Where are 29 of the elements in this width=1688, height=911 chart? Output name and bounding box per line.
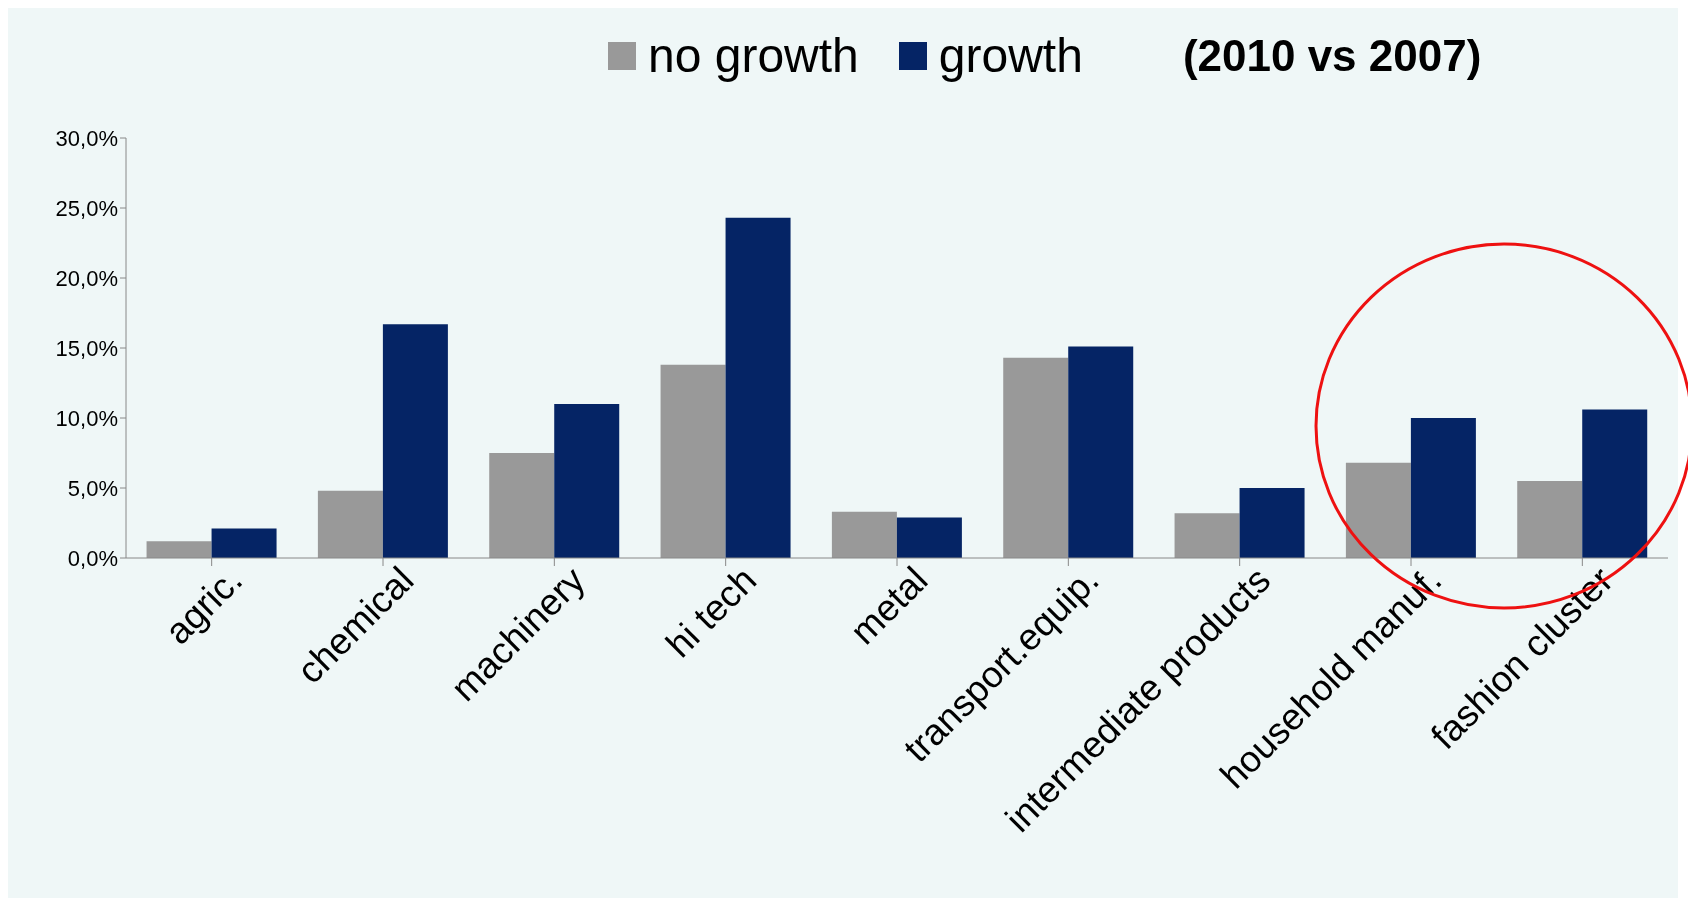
bar	[1003, 357, 1069, 558]
bar	[382, 324, 448, 558]
y-tick-label: 15,0%	[55, 335, 118, 361]
y-tick-label: 10,0%	[55, 405, 118, 431]
legend-label: growth	[938, 28, 1083, 83]
y-tick-label: 25,0%	[55, 195, 118, 221]
bar	[1517, 481, 1583, 558]
bar	[489, 453, 555, 558]
bar	[1174, 513, 1240, 558]
chart-title: (2010 vs 2007)	[1182, 30, 1482, 81]
bar	[1239, 488, 1305, 558]
y-tick-label: 0,0%	[67, 545, 118, 571]
bar	[1410, 418, 1476, 558]
y-tick-label: 5,0%	[67, 475, 118, 501]
bar	[1345, 462, 1411, 558]
x-tick-label: hi tech	[658, 559, 765, 666]
bar	[146, 541, 212, 558]
bar	[896, 517, 962, 558]
legend-label: no growth	[648, 28, 859, 83]
bar	[660, 364, 726, 558]
bar	[1582, 409, 1648, 558]
y-tick-label: 20,0%	[55, 265, 118, 291]
bar	[1068, 346, 1134, 558]
bar	[725, 217, 791, 558]
bar	[211, 528, 277, 558]
bar	[317, 490, 383, 558]
y-tick-label: 30,0%	[55, 125, 118, 151]
bar	[554, 404, 620, 558]
bar	[831, 511, 897, 558]
